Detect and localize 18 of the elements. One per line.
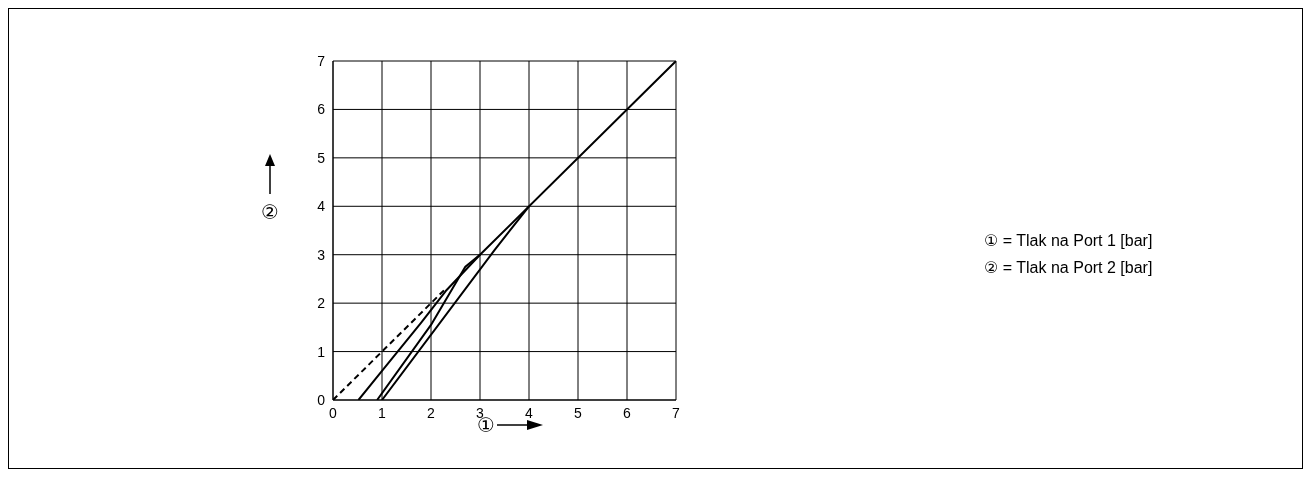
x-tick-label: 0	[329, 404, 338, 421]
y-tick-label: 7	[317, 52, 326, 69]
y-tick-label: 6	[317, 101, 326, 118]
text: ① = Tlak na Port 1 [bar]	[984, 231, 1153, 251]
x-tick-label: 5	[574, 404, 583, 421]
y-tick-label: 3	[317, 246, 326, 263]
x-tick-label: 1	[378, 404, 387, 421]
y-axis-title: ②	[261, 200, 279, 224]
y-tick-label: 2	[317, 295, 326, 312]
y-tick-label: 0	[317, 391, 326, 408]
x-tick-label: 7	[672, 404, 681, 421]
x-tick-label: 2	[427, 404, 436, 421]
text: ② = Tlak na Port 2 [bar]	[984, 258, 1153, 278]
x-tick-label: 4	[525, 404, 534, 421]
y-tick-label: 1	[317, 343, 326, 360]
x-tick-label: 6	[623, 404, 632, 421]
y-tick-label: 4	[317, 198, 326, 215]
y-tick-label: 5	[317, 149, 326, 166]
